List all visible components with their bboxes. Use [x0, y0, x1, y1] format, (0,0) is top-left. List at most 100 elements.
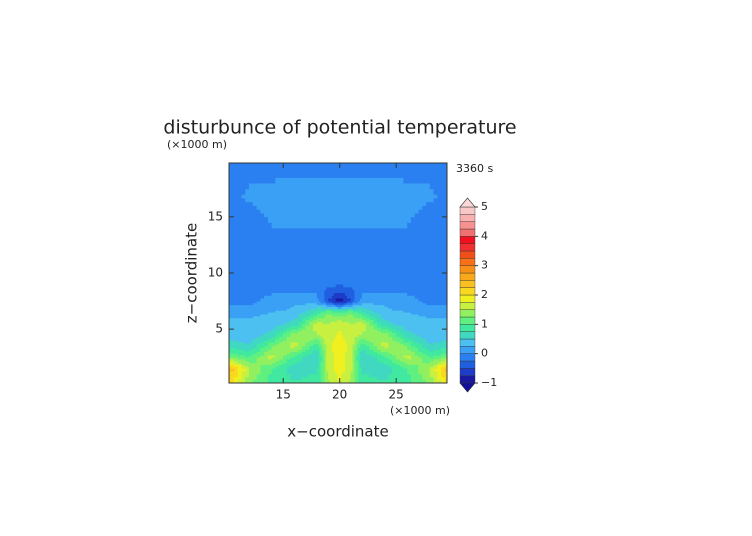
field-cell — [449, 368, 453, 371]
field-cell — [337, 345, 340, 349]
field-cell — [320, 376, 324, 380]
field-cell — [407, 376, 412, 380]
field-cell — [341, 255, 344, 263]
field-cell — [318, 194, 322, 199]
field-cell — [233, 356, 239, 360]
field-cell — [380, 353, 386, 356]
field-cell — [233, 255, 239, 263]
field-cell — [441, 326, 446, 330]
field-cell — [377, 341, 382, 345]
field-cell — [329, 336, 333, 339]
field-cell — [249, 336, 254, 339]
field-cell — [414, 233, 420, 240]
field-cell — [356, 336, 359, 339]
field-cell — [241, 286, 246, 291]
field-cell — [425, 370, 431, 375]
field-cell — [350, 308, 354, 311]
field-cell — [309, 255, 314, 263]
field-cell — [356, 319, 359, 322]
field-cell — [437, 379, 442, 383]
field-cell — [237, 366, 243, 369]
field-cell — [249, 328, 254, 332]
field-cell — [309, 376, 314, 380]
field-cell — [318, 289, 322, 293]
field-cell — [407, 286, 412, 291]
field-cell — [350, 278, 354, 285]
field-cell — [392, 304, 397, 307]
field-cell — [294, 323, 299, 326]
field-cell — [392, 267, 397, 274]
field-cell — [230, 321, 235, 324]
field-cell — [403, 323, 408, 326]
field-cell — [316, 212, 320, 218]
field-cell — [230, 323, 235, 326]
field-cell — [252, 338, 258, 341]
field-cell — [337, 315, 340, 319]
field-cell — [331, 364, 335, 367]
field-cell — [326, 360, 329, 364]
field-cell — [301, 358, 307, 362]
field-cell — [350, 362, 354, 365]
field-cell — [352, 353, 356, 356]
field-cell — [433, 194, 438, 199]
field-cell — [341, 328, 344, 332]
field-cell — [305, 336, 310, 339]
field-cell — [290, 289, 295, 293]
field-cell — [354, 347, 357, 351]
field-cell — [433, 323, 438, 326]
field-cell — [305, 295, 310, 299]
field-cell — [335, 239, 339, 246]
field-cell — [309, 304, 314, 307]
field-cell — [297, 261, 303, 268]
field-cell — [331, 379, 335, 383]
field-cell — [352, 336, 356, 339]
field-cell — [297, 239, 303, 246]
field-cell — [260, 188, 265, 195]
field-cell — [354, 194, 357, 199]
field-cell — [358, 216, 361, 223]
field-cell — [373, 356, 378, 360]
field-cell — [399, 364, 405, 367]
field-cell — [395, 239, 401, 246]
field-cell — [256, 315, 261, 319]
field-cell — [356, 278, 359, 285]
field-cell — [318, 323, 322, 326]
field-cell — [229, 201, 231, 206]
field-cell — [350, 328, 354, 332]
field-cell — [264, 317, 269, 321]
field-cell — [418, 319, 423, 322]
field-cell — [441, 212, 446, 218]
field-cell — [348, 330, 352, 334]
field-cell — [324, 304, 327, 307]
field-cell — [260, 304, 265, 307]
field-cell — [328, 310, 331, 313]
field-cell — [418, 340, 423, 343]
field-cell — [256, 163, 261, 167]
field-cell — [237, 358, 243, 362]
field-cell — [341, 356, 344, 360]
field-cell — [233, 278, 239, 285]
field-cell — [444, 321, 447, 324]
field-cell — [346, 310, 350, 313]
field-cell — [275, 272, 280, 279]
field-cell — [328, 261, 331, 268]
field-cell — [275, 326, 280, 330]
field-cell — [399, 366, 405, 369]
field-cell — [392, 325, 397, 328]
field-cell — [322, 212, 325, 218]
field-cell — [286, 205, 292, 210]
field-cell — [341, 341, 344, 345]
field-cell — [433, 338, 438, 341]
field-cell — [326, 376, 329, 380]
field-cell — [282, 321, 288, 324]
field-cell — [441, 323, 446, 326]
field-cell — [418, 302, 423, 306]
field-cell — [260, 349, 265, 352]
field-cell — [237, 306, 243, 309]
field-cell — [345, 300, 348, 304]
field-cell — [333, 310, 337, 313]
field-cell — [279, 250, 284, 257]
field-cell — [309, 289, 314, 293]
field-cell — [290, 300, 295, 304]
field-cell — [320, 272, 324, 279]
